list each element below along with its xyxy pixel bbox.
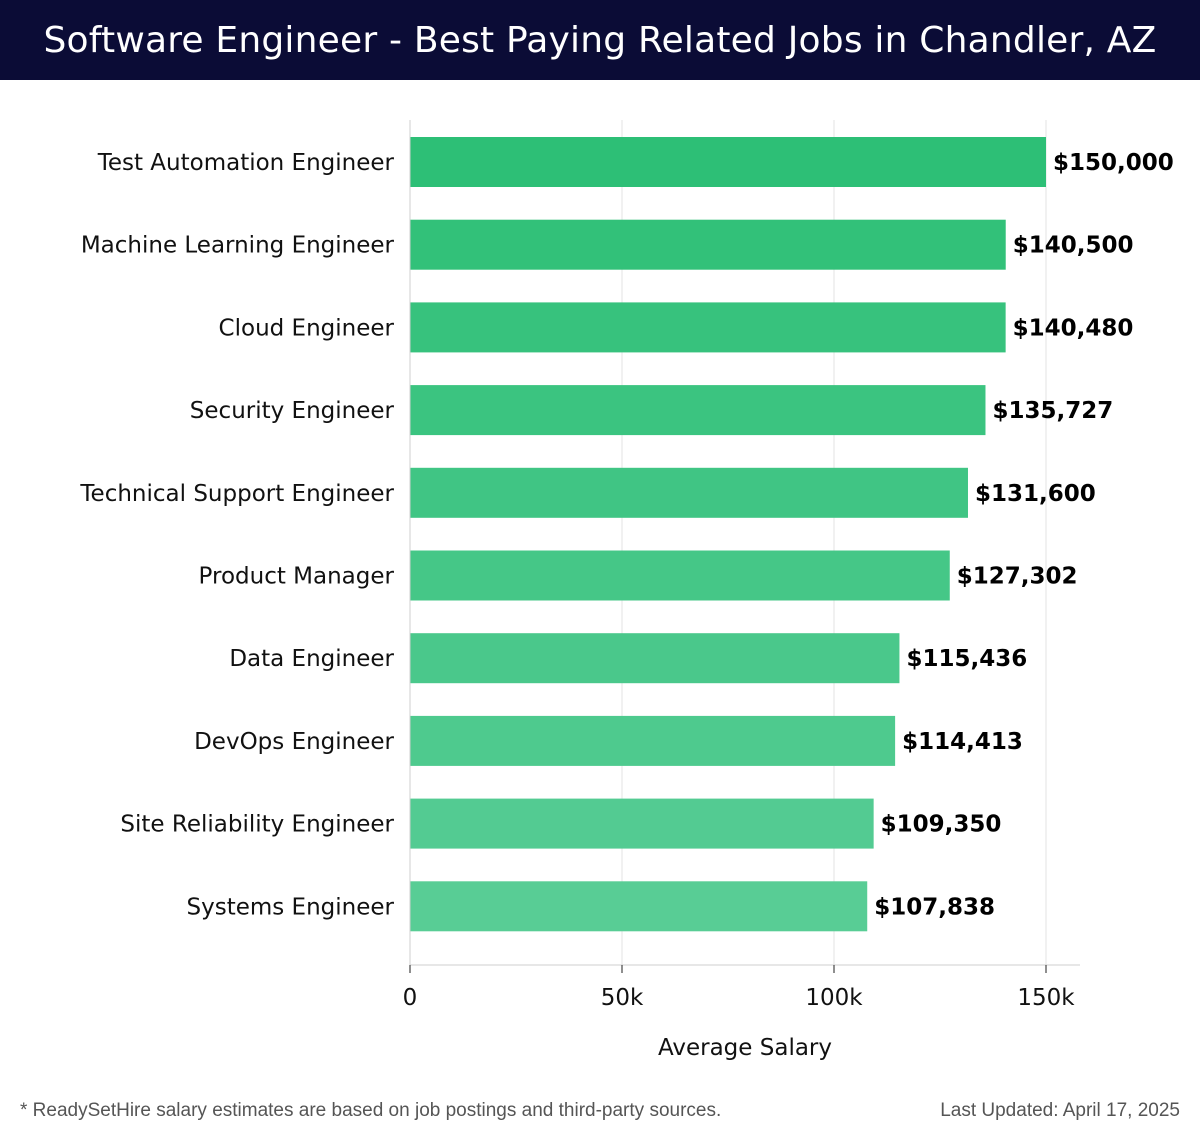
category-label: Security Engineer	[190, 398, 395, 424]
value-label: $109,350	[881, 812, 1002, 838]
category-label: Machine Learning Engineer	[81, 233, 395, 259]
value-label: $114,413	[902, 729, 1023, 755]
bar	[410, 550, 950, 601]
bar	[410, 798, 874, 849]
category-label: Cloud Engineer	[219, 315, 395, 341]
salary-bar-chart: Test Automation Engineer $150,000 Machine …	[79, 120, 1174, 1061]
category-label: Test Automation Engineer	[97, 150, 395, 176]
bar	[410, 302, 1006, 353]
x-tick-label: 0	[403, 985, 418, 1011]
category-label: Product Manager	[199, 564, 395, 590]
x-tick-label: 100k	[805, 985, 863, 1011]
value-label: $135,727	[992, 398, 1113, 424]
bar	[410, 467, 968, 518]
value-label: $131,600	[975, 481, 1096, 507]
value-label: $107,838	[874, 894, 995, 920]
last-updated: Last Updated: April 17, 2025	[940, 1100, 1180, 1121]
category-label: DevOps Engineer	[194, 729, 394, 755]
x-tick-label: 50k	[601, 985, 644, 1011]
value-label: $140,500	[1013, 233, 1134, 259]
bar	[410, 219, 1006, 270]
category-label: Technical Support Engineer	[79, 481, 394, 507]
x-axis-title: Average Salary	[658, 1035, 832, 1061]
bar	[410, 385, 986, 436]
chart-title: Software Engineer - Best Paying Related …	[43, 19, 1157, 61]
value-label: $115,436	[906, 646, 1027, 672]
value-label: $140,480	[1013, 315, 1134, 341]
x-tick-label: 150k	[1017, 985, 1075, 1011]
category-label: Systems Engineer	[187, 894, 395, 920]
bar	[410, 137, 1046, 187]
category-label: Data Engineer	[229, 646, 394, 672]
chart-header: Software Engineer - Best Paying Related …	[0, 0, 1200, 80]
bar	[410, 881, 868, 932]
source-footnote: * ReadySetHire salary estimates are base…	[20, 1100, 722, 1121]
bar	[410, 715, 896, 766]
value-label: $150,000	[1053, 150, 1174, 176]
bar	[410, 633, 900, 684]
category-label: Site Reliability Engineer	[120, 812, 394, 838]
value-label: $127,302	[957, 564, 1078, 590]
